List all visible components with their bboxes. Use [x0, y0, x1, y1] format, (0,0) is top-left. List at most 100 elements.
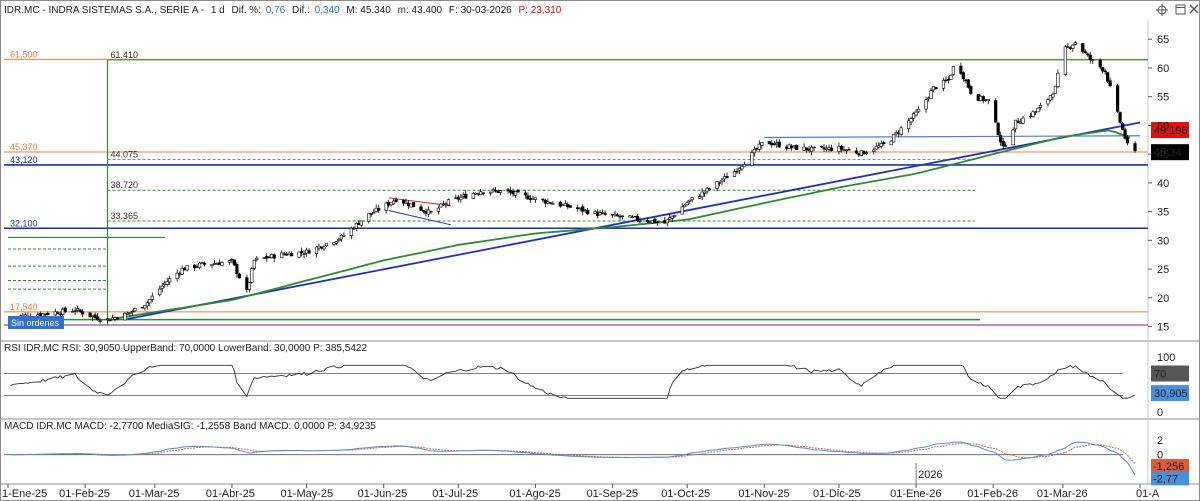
- candle-body: [1048, 95, 1053, 101]
- candle-body: [180, 267, 184, 275]
- candle-body: [879, 143, 883, 147]
- window-icon[interactable]: [1175, 4, 1186, 15]
- candle-body: [568, 205, 572, 208]
- candle-body: [717, 182, 722, 184]
- macd-signal-line: [10, 442, 1136, 465]
- candle-body: [523, 192, 528, 196]
- candle-body: [105, 318, 110, 320]
- candle-body: [1116, 85, 1120, 112]
- candle-body: [352, 228, 356, 230]
- candle-body: [795, 144, 799, 150]
- y-tick-label: 20: [1157, 293, 1169, 305]
- candle-body: [598, 212, 602, 216]
- candle-body: [586, 210, 590, 215]
- candle-body: [685, 202, 689, 205]
- candle-body: [628, 215, 632, 218]
- level-32100-label: 32,100: [10, 218, 38, 228]
- candle-body: [392, 200, 396, 205]
- x-tick-label: 1-Ene-25: [2, 488, 47, 500]
- candle-body: [720, 179, 724, 182]
- candle-body: [332, 242, 336, 245]
- candle-body: [673, 215, 677, 217]
- min-value: m: 43.400: [398, 5, 443, 16]
- candle-body: [951, 66, 956, 75]
- dif-label: Dif.:: [292, 5, 310, 16]
- candle-body: [1038, 105, 1043, 108]
- candle-body: [63, 307, 67, 312]
- x-tick-label: 01-Feb-26: [967, 488, 1018, 500]
- target-icon[interactable]: [1156, 4, 1168, 16]
- dif-pct-value: 0,76: [266, 5, 286, 16]
- candle-body: [700, 191, 704, 197]
- candle-body: [1036, 107, 1040, 113]
- candle-body: [1073, 42, 1077, 45]
- candle-body: [688, 199, 692, 202]
- candle-body: [949, 75, 953, 80]
- candle-body: [707, 188, 712, 190]
- trendline: [127, 121, 1141, 320]
- candle-body: [601, 212, 605, 214]
- candle-body: [874, 146, 878, 150]
- candle-body: [337, 239, 341, 241]
- candle-body: [1046, 99, 1050, 105]
- x-tick-label: 01-May-25: [281, 488, 334, 500]
- candle-body: [250, 268, 254, 283]
- candle-body: [603, 213, 607, 215]
- candle-body: [777, 141, 781, 148]
- candle-body: [235, 264, 239, 274]
- candle-body: [1103, 70, 1107, 73]
- x-tick-label: 01-A: [1136, 488, 1160, 500]
- candle-body: [680, 206, 684, 215]
- candle-body: [471, 193, 475, 199]
- candle-body: [175, 272, 179, 279]
- candle-body: [996, 122, 1000, 136]
- candle-body: [715, 181, 719, 189]
- close-icon[interactable]: [1189, 4, 1199, 14]
- macd-label: MACD IDR.MC MACD: -2,7700 MediaSIG: -1,2…: [4, 421, 376, 432]
- candle-body: [752, 149, 756, 154]
- candle-body: [404, 201, 408, 204]
- rsi-label: RSI IDR.MC RSI: 30,9050 UpperBand: 70,00…: [4, 343, 367, 354]
- y-tick-label: 60: [1157, 63, 1169, 75]
- candle-body: [1004, 145, 1008, 147]
- candle-body: [516, 189, 520, 193]
- candle-body: [1088, 54, 1092, 60]
- candle-body: [541, 198, 545, 201]
- candle-body: [98, 320, 102, 322]
- candle-body: [839, 145, 844, 150]
- candle-body: [1031, 111, 1035, 117]
- x-tick-label: 01-Mar-26: [1037, 488, 1088, 500]
- candle-body: [272, 254, 276, 259]
- macd-line: [10, 441, 1136, 475]
- candle-body: [499, 190, 503, 193]
- candle-body: [526, 195, 530, 200]
- candle-body: [847, 149, 851, 151]
- candle-body: [551, 203, 555, 205]
- timeframe: 1 d: [211, 5, 225, 16]
- candle-body: [280, 252, 284, 259]
- price-tag: [1151, 122, 1189, 139]
- candle-body: [959, 65, 963, 74]
- y-tick-label: 35: [1157, 207, 1169, 219]
- candle-body: [1014, 119, 1018, 130]
- candle-body: [56, 312, 60, 315]
- rsi-tag-label: 70: [1154, 369, 1166, 381]
- svg-text:IDR.MC - INDRA SISTEMAS S.A.,: IDR.MC - INDRA SISTEMAS S.A., SERIE A - …: [4, 5, 562, 16]
- candle-body: [369, 213, 373, 215]
- candle-body: [732, 171, 737, 178]
- candle-body: [1098, 59, 1102, 68]
- candle-body: [354, 222, 358, 229]
- candle-body: [772, 143, 776, 145]
- candle-body: [299, 251, 304, 253]
- rsi-y-tick: 100: [1157, 352, 1175, 364]
- candle-body: [655, 221, 659, 224]
- x-tick-label: 01-Abr-25: [206, 488, 255, 500]
- candle-body: [757, 143, 761, 150]
- candle-body: [160, 285, 164, 289]
- candle-body: [46, 312, 50, 315]
- candle-body: [1101, 67, 1105, 72]
- candle-body: [133, 308, 137, 312]
- candle-body: [481, 192, 485, 194]
- x-tick-label: 01-Jul-25: [432, 488, 478, 500]
